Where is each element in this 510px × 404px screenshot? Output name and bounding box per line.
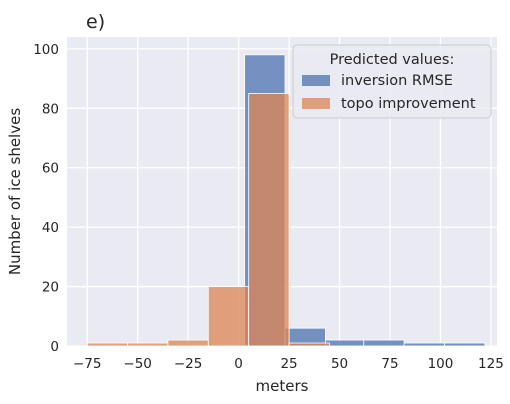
bar-inversion-rmse xyxy=(444,342,486,347)
bar-topo-improvement xyxy=(288,342,330,347)
bar-topo-improvement xyxy=(127,342,169,347)
panel-label: e) xyxy=(86,11,105,33)
legend-swatch-topo-improvement xyxy=(302,98,330,109)
legend-swatch-inversion-rmse xyxy=(302,75,330,86)
y-tick-label: 60 xyxy=(42,161,59,177)
y-tick-label: 80 xyxy=(42,101,59,117)
x-tick-label: −75 xyxy=(73,356,102,372)
x-tick-label: 0 xyxy=(234,356,243,372)
x-tick-label: −50 xyxy=(123,356,152,372)
x-axis-label: meters xyxy=(256,377,309,395)
y-tick-label: 100 xyxy=(33,42,59,58)
x-tick-label: 25 xyxy=(280,356,297,372)
x-tick-label: 125 xyxy=(478,356,504,372)
bar-topo-improvement xyxy=(248,93,290,347)
bar-inversion-rmse xyxy=(363,339,405,347)
legend-box xyxy=(292,44,492,119)
y-tick-label: 0 xyxy=(50,339,59,355)
y-tick-label: 40 xyxy=(42,220,59,236)
bar-topo-improvement xyxy=(207,286,250,347)
bar-inversion-rmse xyxy=(325,339,365,347)
bar-topo-improvement xyxy=(86,342,128,347)
y-tick-label: 20 xyxy=(42,280,59,296)
bar-topo-improvement xyxy=(167,339,209,347)
x-axis-ticks: −75 −50 −25 0 25 50 75 100 125 xyxy=(73,356,504,372)
y-axis-label: Number of ice shelves xyxy=(6,108,24,275)
histogram-bars xyxy=(86,54,486,347)
bar-inversion-rmse xyxy=(403,342,445,347)
x-tick-label: 100 xyxy=(428,356,454,372)
legend: Predicted values: inversion RMSE topo im… xyxy=(292,44,492,119)
x-tick-label: 75 xyxy=(381,356,398,372)
x-tick-label: −25 xyxy=(174,356,203,372)
legend-label-topo-improvement: topo improvement xyxy=(341,96,476,112)
legend-title: Predicted values: xyxy=(330,52,455,68)
y-axis-ticks: 0 20 40 60 80 100 xyxy=(33,42,59,355)
legend-label-inversion-rmse: inversion RMSE xyxy=(341,73,453,89)
x-tick-label: 50 xyxy=(331,356,348,372)
